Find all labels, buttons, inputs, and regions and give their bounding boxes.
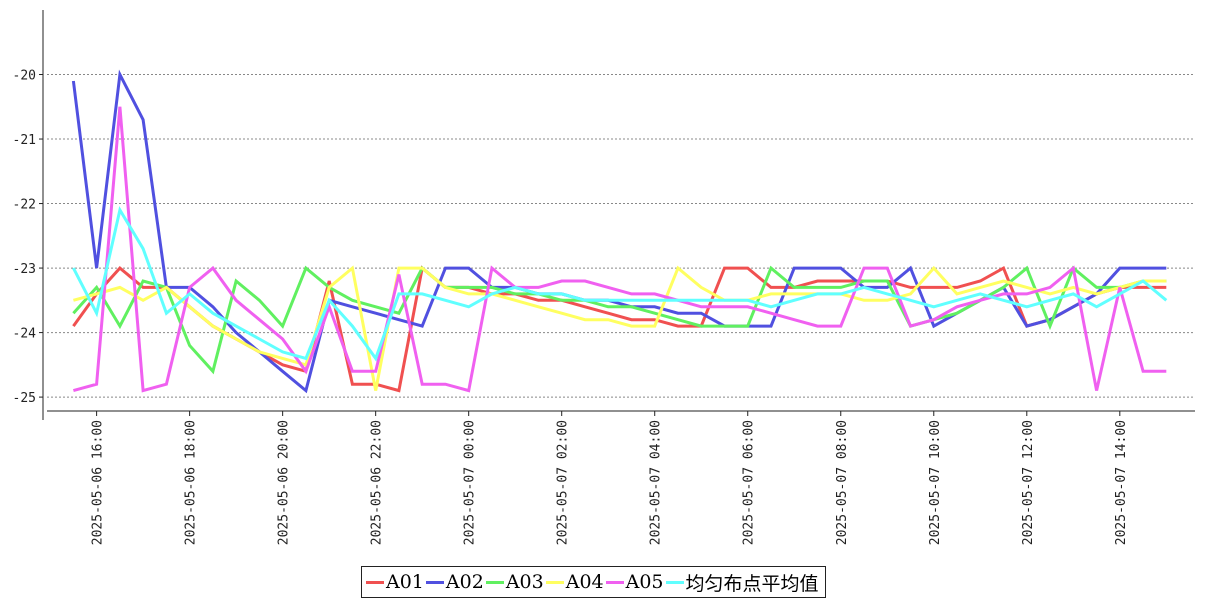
x-tick-label: 2025-05-07 04:00 <box>649 420 664 545</box>
x-tick-label: 2025-05-07 08:00 <box>835 420 850 545</box>
x-tick-label: 2025-05-06 20:00 <box>277 420 292 545</box>
legend-swatch <box>425 580 444 584</box>
legend-swatch <box>366 580 384 584</box>
series-line <box>72 265 1167 375</box>
legend-item: A04 <box>545 571 604 593</box>
legend-label: A05 <box>625 571 664 593</box>
legend-swatch <box>605 580 624 584</box>
x-tick-label: 2025-05-07 10:00 <box>928 420 943 545</box>
x-tick-label: 2025-05-07 02:00 <box>556 420 571 545</box>
legend-swatch <box>665 580 684 584</box>
legend-label: A04 <box>565 571 604 593</box>
legend-label: A02 <box>445 571 484 593</box>
legend-item: 均匀布点平均值 <box>665 569 819 596</box>
series-line <box>71 69 1167 394</box>
x-tick-label: 2025-05-07 06:00 <box>742 420 757 545</box>
series-line <box>73 106 1167 393</box>
legend-swatch <box>485 580 504 584</box>
legend-label: A01 <box>386 571 424 593</box>
legend-swatch <box>545 580 564 584</box>
legend-item: A02 <box>425 571 484 593</box>
x-tick-label: 2025-05-06 16:00 <box>91 420 106 545</box>
series-line <box>73 265 1167 391</box>
x-tick-label: 2025-05-07 14:00 <box>1114 420 1129 545</box>
y-tick-label: -20 <box>13 69 36 84</box>
x-tick-label: 2025-05-06 18:00 <box>184 420 199 545</box>
legend-label: A03 <box>505 571 544 593</box>
legend: A01 A02 A03 A04 A05 均匀布点平均值 <box>361 566 826 598</box>
chart: -25 -24 -23 -22 -21 -20 2025-05-06 16:00 2025-0… <box>13 10 1195 545</box>
y-tick-label: -23 <box>13 262 36 277</box>
legend-item: A05 <box>605 571 664 593</box>
y-tick-label: -21 <box>13 133 36 148</box>
y-tick-label: -24 <box>13 327 37 342</box>
legend-item: A03 <box>485 571 544 593</box>
y-tick-label: -22 <box>13 198 36 213</box>
legend-label: 均匀布点平均值 <box>685 572 819 595</box>
x-tick-label: 2025-05-07 00:00 <box>463 420 478 545</box>
x-tick-label: 2025-05-06 22:00 <box>370 420 385 545</box>
series-line <box>72 206 1168 362</box>
x-tick-label: 2025-05-07 12:00 <box>1021 420 1036 545</box>
y-tick-label: -25 <box>13 391 36 406</box>
legend-item: A01 <box>366 571 424 593</box>
